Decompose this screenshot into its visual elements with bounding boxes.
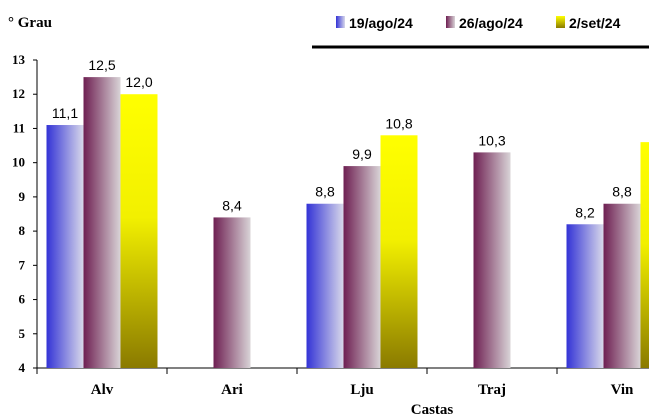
bar [343, 166, 381, 368]
y-tick-label: 4 [19, 360, 26, 375]
x-tick-label: Ari [221, 382, 243, 398]
x-tick-label: Vin [611, 382, 634, 398]
bar [213, 217, 251, 368]
x-tick-label: Lju [350, 382, 373, 398]
y-tick-label: 6 [19, 292, 26, 307]
data-label: 12,5 [88, 57, 115, 73]
y-axis-title: ° Grau [8, 15, 52, 31]
bar [46, 125, 84, 369]
legend-label-series-3: 2/set/24 [569, 15, 621, 31]
data-label: 8,8 [315, 184, 335, 200]
data-label: 11,1 [52, 105, 78, 121]
data-label: 12,0 [125, 74, 152, 90]
bar [566, 224, 604, 368]
data-label: 9,9 [352, 146, 372, 162]
y-tick-label: 5 [19, 326, 26, 341]
legend-swatch-series-1 [336, 16, 345, 28]
bar [380, 135, 418, 368]
y-tick-label: 12 [12, 86, 25, 101]
plot-area: 4 5 6 7 8 9 10 11 12 13 Alv Ari Lju Traj Vin 11,1 8,8 8,2… [12, 52, 649, 398]
y-tick-label: 7 [19, 257, 26, 272]
legend: 19/ago/24 26/ago/24 2/set/24 [336, 15, 621, 31]
x-tick-label: Traj [478, 382, 506, 398]
bar [603, 203, 641, 368]
y-tick-label: 11 [13, 120, 25, 135]
bar [473, 152, 511, 368]
bar [640, 142, 649, 368]
x-tick-label: Alv [91, 382, 114, 398]
data-label: 8,2 [575, 204, 595, 220]
legend-swatch-series-3 [556, 16, 565, 28]
legend-label-series-2: 26/ago/24 [459, 15, 523, 31]
legend-label-series-1: 19/ago/24 [349, 15, 413, 31]
data-label: 8,8 [612, 184, 632, 200]
legend-swatch-series-2 [446, 16, 455, 28]
bar [83, 77, 121, 368]
data-label: 10,3 [478, 132, 505, 148]
y-tick-label: 9 [19, 189, 26, 204]
data-label: 10,8 [385, 115, 412, 131]
x-axis-title: Castas [411, 402, 454, 418]
bar [306, 203, 344, 368]
bar [120, 94, 158, 368]
y-tick-label: 8 [19, 223, 26, 238]
y-tick-label: 10 [12, 155, 25, 170]
y-tick-label: 13 [12, 52, 26, 67]
data-label: 8,4 [222, 197, 242, 213]
